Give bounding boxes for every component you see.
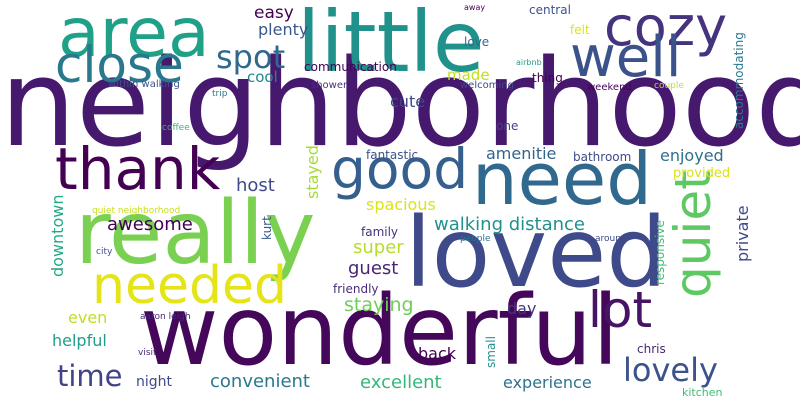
cloud-word: easy [254, 3, 294, 23]
cloud-word: helpful [52, 331, 107, 350]
cloud-word: staying [344, 294, 414, 316]
cloud-word: fantastic [366, 148, 419, 162]
cloud-word: time [57, 359, 123, 393]
cloud-word: away [464, 3, 486, 12]
cloud-word: welcoming [460, 80, 514, 91]
cloud-word: love [464, 35, 490, 49]
cloud-word: spacious [366, 195, 436, 214]
cloud-word: area [58, 0, 210, 73]
cloud-word: even [68, 308, 108, 327]
cloud-word: lovely [623, 351, 718, 389]
cloud-word: trip [212, 89, 228, 99]
cloud-word: people [460, 234, 491, 244]
cloud-word: central [529, 3, 571, 17]
cloud-word: needed [92, 256, 287, 316]
cloud-word: downtown [48, 195, 67, 278]
cloud-word: amenitie [486, 144, 557, 163]
cloud-word: stayed [303, 145, 322, 199]
cloud-word: good [331, 137, 469, 201]
cloud-word: day [507, 299, 537, 318]
cloud-word: made [447, 66, 490, 84]
cloud-word: within walking [108, 79, 180, 90]
cloud-word: super [353, 237, 404, 258]
cloud-word: well [570, 25, 682, 90]
cloud-word: friendly [333, 282, 379, 296]
cloud-word: guest [348, 258, 399, 279]
cloud-word: shower [311, 80, 348, 91]
cloud-word: thing [532, 71, 563, 85]
cloud-word: coffee [162, 123, 190, 133]
cloud-word: kurt [260, 216, 274, 240]
cloud-word: chris [637, 342, 666, 356]
cloud-word: quiet [664, 170, 722, 298]
cloud-word: one [496, 119, 519, 133]
cloud-word: need [472, 137, 652, 221]
cloud-word: plenty [258, 20, 309, 39]
cloud-word: around [595, 234, 627, 244]
cloud-word: cool [247, 68, 278, 86]
cloud-word: felt [570, 23, 590, 37]
cloud-word: wonderful [140, 275, 619, 387]
cloud-word: weekend [587, 82, 632, 93]
cloud-word: communication [304, 60, 397, 74]
cloud-word: family [361, 225, 399, 239]
cloud-word: enjoyed [660, 146, 724, 165]
cloud-word: cute [390, 92, 426, 111]
cloud-word: really [75, 182, 316, 284]
cloud-word: experience [503, 373, 592, 392]
cloud-word: accommodating [732, 32, 746, 129]
cloud-word: airbnb [516, 58, 542, 67]
cloud-word: excellent [360, 372, 442, 393]
cloud-word: responsive [653, 220, 667, 285]
cloud-word: bathroom [573, 150, 632, 164]
cloud-word: kitchen [682, 386, 723, 399]
cloud-word: walking distance [434, 214, 586, 235]
cloud-word: cozy [604, 0, 728, 58]
cloud-word: thank [55, 135, 221, 203]
cloud-word: private [733, 205, 752, 262]
cloud-word: quiet neighborhood [92, 206, 181, 216]
cloud-word: aaron leigh [140, 312, 191, 322]
cloud-word: awesome [107, 214, 193, 235]
cloud-word: visit [138, 348, 157, 358]
cloud-word: small [484, 336, 498, 368]
cloud-word: provided [673, 166, 731, 181]
cloud-word: night [136, 374, 173, 390]
cloud-word: lot [588, 281, 653, 339]
cloud-word: little [297, 0, 485, 91]
cloud-word: back [418, 344, 457, 363]
cloud-word: spot [216, 38, 286, 76]
cloud-word: host [236, 175, 275, 196]
cloud-word: neighborhood [0, 35, 800, 174]
cloud-word: couple [654, 81, 684, 91]
cloud-word: loved [405, 197, 668, 309]
cloud-word: city [96, 247, 113, 257]
cloud-word: close [55, 36, 184, 94]
cloud-word: convenient [210, 371, 310, 392]
